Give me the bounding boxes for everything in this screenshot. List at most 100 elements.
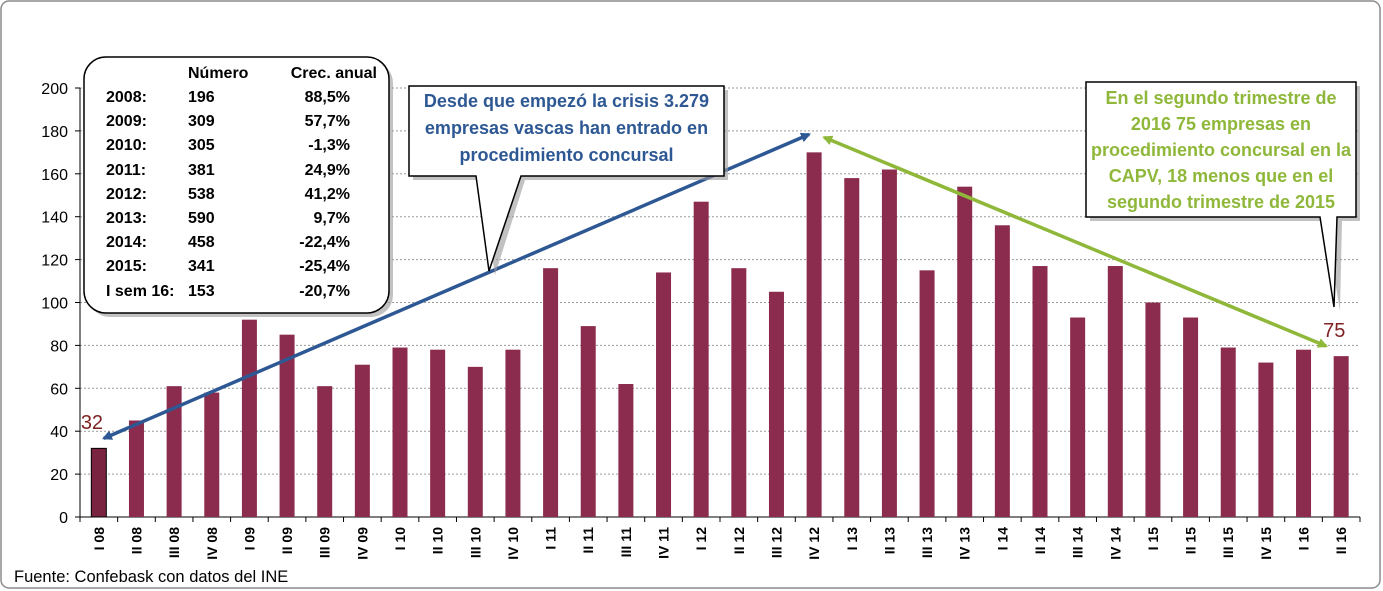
bar-i-11 [543,268,559,517]
annotation-line: En el segundo trimestre de [1105,88,1337,108]
x-tick-label: IV 14 [1107,527,1123,560]
x-tick-label: III 08 [166,527,182,558]
table-header-row: Número Crec. anual [84,65,389,89]
bar-i-10 [392,347,408,517]
table-cell: 2008: [106,89,147,106]
table-cell: 88,5% [304,89,350,106]
table-cell: 2013: [106,210,147,227]
table-cell: 2012: [106,185,147,203]
table-cell: 309 [188,113,215,131]
table-cell: 41,2% [304,185,350,203]
table-cell: 538 [188,185,215,203]
table-cell: 57,7% [304,113,350,131]
bar-iv-11 [656,272,672,517]
bar-iv-10 [505,349,521,517]
source-note: Fuente: Confebask con datos del INE [14,568,289,586]
x-tick-label: III 10 [467,527,483,558]
bar-ii-08 [128,420,144,517]
annotation-line: CAPV, 18 menos que en el [1108,166,1334,186]
bar-ii-16 [1333,356,1349,517]
x-tick-label: IV 12 [806,527,822,560]
x-tick-label: II 13 [881,527,897,554]
table-cell: 458 [188,234,215,252]
x-tick-label: I 15 [1145,527,1161,551]
green-arrow [822,135,1329,348]
x-tick-label: I 09 [241,527,257,551]
y-tick-label: 120 [41,253,68,270]
bar-iii-14 [1070,317,1086,517]
bar-iii-10 [467,366,483,517]
table-cell: 2011: [106,161,147,179]
y-tick-label: 20 [50,467,68,484]
table-cell: -25,4% [299,258,350,276]
table-cell: 2014: [106,234,147,252]
table-cell: I sem 16: [106,282,175,300]
x-tick-label: III 09 [317,527,333,558]
quarter-callout-shape [1085,81,1360,311]
bar-iv-12 [806,152,822,517]
annotation-line: segundo trimestre de 2015 [1106,192,1336,212]
table-cell: 590 [188,210,215,227]
y-tick-label: 60 [50,381,68,398]
table-row: 2013: 590 9,7% [84,210,389,234]
table-cell: 196 [188,89,215,106]
y-tick-label: 160 [41,167,68,184]
y-tick-label: 140 [41,210,68,227]
bar-iii-15 [1220,347,1236,517]
y-tick-label: 180 [41,124,68,141]
x-tick-label: IV 10 [505,527,521,560]
x-tick-label: I 14 [994,527,1010,551]
y-tick-label: 40 [50,424,68,441]
x-tick-label: IV 11 [656,527,672,559]
bar-ii-10 [430,349,446,517]
x-tick-label: II 09 [279,527,295,554]
y-tick-label: 100 [41,296,68,313]
table-row: 2012: 538 41,2% [84,186,389,210]
summary-table: Número Crec. anual 2008: 196 88,5% 2009: 309 57… [84,57,389,313]
x-tick-label: III 15 [1220,527,1236,558]
x-tick-label: I 12 [693,527,709,551]
bar-iii-11 [618,384,634,517]
table-row: 2008: 196 88,5% [84,89,389,113]
y-tick-label: 80 [50,338,68,355]
table-cell: -20,7% [299,282,350,300]
y-tick-label: 0 [59,510,68,527]
table-cell: 2015: [106,258,147,276]
crisis-annotation: Desde que empezó la crisis 3.279 empresas… [409,88,724,169]
quarter-annotation: En el segundo trimestre de 2016 75 empres… [1086,85,1356,215]
x-tick-label: II 08 [128,527,144,554]
bar-iv-08 [204,392,220,517]
table-row: 2014: 458 -22,4% [84,234,389,258]
bar-ii-13 [881,169,897,517]
x-tick-label: IV 09 [354,527,370,560]
x-tick-label: IV 08 [204,527,220,560]
table-cell: 24,9% [304,161,350,179]
x-tick-label: IV 13 [957,527,973,560]
bar-i-16 [1296,349,1312,517]
bar-ii-14 [1032,266,1048,517]
table-cell: -1,3% [308,137,350,155]
bar-ii-15 [1183,317,1199,517]
x-tick-label: III 14 [1070,527,1086,558]
bar-i-09 [241,319,257,517]
table-cell: 2009: [106,113,147,131]
x-tick-label: III 13 [919,527,935,558]
table-cell: -22,4% [299,234,350,252]
data-label: 75 [1323,320,1346,343]
table-row: 2009: 309 57,7% [84,113,389,137]
x-tick-label: III 12 [768,527,784,558]
bar-iv-13 [957,186,973,518]
table-cell: 341 [188,258,215,276]
bar-iv-15 [1258,362,1274,517]
table-row: 2015: 341 -25,4% [84,258,389,282]
table-header-cell: Número [188,65,249,82]
x-tick-label: I 08 [91,527,107,551]
x-tick-label: II 11 [580,527,596,554]
x-tick-label: II 16 [1333,527,1349,554]
x-tick-label: I 13 [844,527,860,551]
bar-i-13 [844,178,860,517]
bar-ii-12 [731,268,747,517]
annotation-line: 2016 75 empresas en [1130,114,1312,134]
table-row: 2010: 305 -1,3% [84,137,389,161]
